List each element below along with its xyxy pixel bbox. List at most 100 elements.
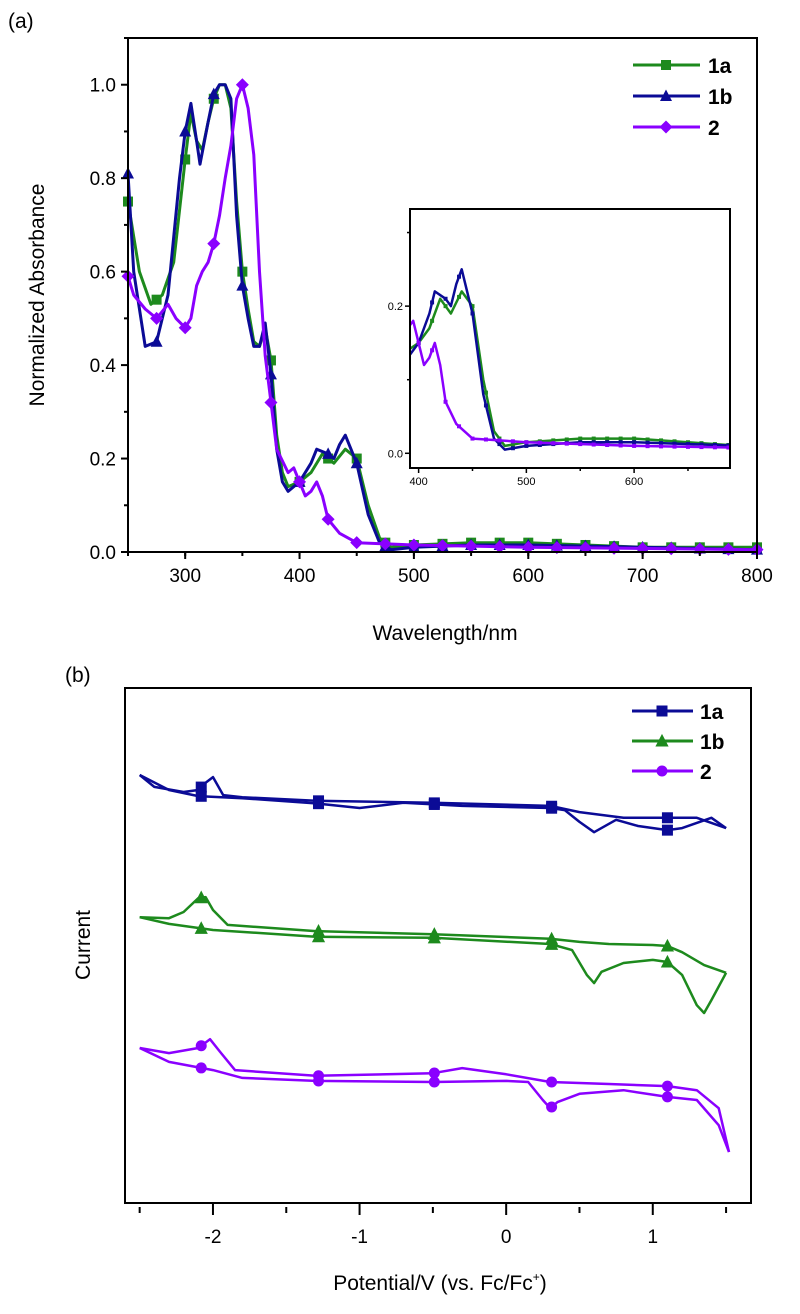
series-1a-forward-line xyxy=(138,774,727,830)
panel-a-legend: 1a 1b 2 xyxy=(633,55,733,140)
panel-b-plot: -2 -1 0 1 xyxy=(124,687,752,1248)
series-1b-marker xyxy=(660,938,675,952)
inset-series-1a-marker xyxy=(632,436,637,441)
inset-series-2-marker xyxy=(537,440,542,445)
inset-series-2-marker xyxy=(551,441,556,446)
inset-series-2-marker xyxy=(430,348,435,353)
y-tick-label: 0.6 xyxy=(90,263,116,284)
series-1a-marker xyxy=(265,355,276,366)
x-tick-label: 300 xyxy=(169,566,201,587)
series-1a-marker xyxy=(151,294,162,305)
inset-series-1a-marker xyxy=(457,294,462,299)
inset-series-1b-marker xyxy=(685,442,690,447)
series-2-marker xyxy=(178,321,192,335)
inset-series-2-marker xyxy=(618,443,623,448)
series-1a-marker xyxy=(313,798,325,810)
series-2-reverse-line xyxy=(139,1046,731,1153)
x-tick-label: 800 xyxy=(741,566,773,587)
inset-series-1b-marker xyxy=(726,443,731,448)
series-2-marker xyxy=(661,1080,673,1092)
series-2-marker xyxy=(464,539,478,553)
inset-y-tick-label: 0.2 xyxy=(388,301,403,313)
legend-marker-1b xyxy=(655,733,669,747)
panel-a-plot: 300 400 500 600 700 800 0.0 0.2 0.4 0.6 0.8 1.0 xyxy=(90,37,773,587)
inset-series-2-marker xyxy=(578,442,583,447)
inset-series-1b-marker xyxy=(537,443,542,448)
inset-series-2-marker xyxy=(659,444,664,449)
x-tick-label: 1 xyxy=(647,1227,658,1248)
series-2-marker xyxy=(493,540,507,554)
legend-label-1a: 1a xyxy=(700,701,724,724)
series-2-marker xyxy=(350,536,364,550)
inset-series-2-line xyxy=(410,319,730,449)
series-1b-marker xyxy=(236,279,249,291)
inset-series-2-marker xyxy=(591,442,596,447)
legend-label-1b: 1b xyxy=(700,731,725,754)
inset-series-1b-marker xyxy=(699,442,704,447)
inset-series-1b-marker xyxy=(659,441,664,446)
inset-frame xyxy=(409,208,731,469)
inset-series-1a-marker xyxy=(578,436,583,441)
series-1b-marker xyxy=(207,87,220,100)
inset-series-2-marker xyxy=(483,437,488,442)
y-tick-label: 1.0 xyxy=(90,76,116,97)
inset-series-1b-marker xyxy=(605,440,610,445)
series-2-marker xyxy=(293,475,307,489)
inset-x-tick-label: 400 xyxy=(409,476,427,488)
inset-series-1b-marker xyxy=(483,403,488,408)
y-tick-label: 0.2 xyxy=(90,450,116,471)
series-2-marker xyxy=(195,1040,207,1052)
panel-a-label: (a) xyxy=(8,10,34,33)
inset-bg xyxy=(410,209,730,468)
panel-b-ylabel: Current xyxy=(72,910,95,980)
inset-series-2-marker xyxy=(699,445,704,450)
inset-series-2-marker xyxy=(510,439,515,444)
inset-series-2-marker xyxy=(645,444,650,449)
series-1a-marker xyxy=(195,790,207,802)
inset-series-2-marker xyxy=(632,443,637,448)
y-tick-label: 0.4 xyxy=(90,356,117,377)
inset-series-2-marker xyxy=(672,444,677,449)
inset-series-2-marker xyxy=(416,340,421,345)
panel-b-label: (b) xyxy=(65,664,91,687)
inset-series-1b-marker xyxy=(497,442,502,447)
inset-series-1b-marker xyxy=(632,440,637,445)
series-2-forward-line xyxy=(139,1037,731,1153)
inset-series-1b-marker xyxy=(443,296,448,301)
inset-series-1b-marker xyxy=(470,311,475,316)
series-2-marker xyxy=(407,538,421,552)
inset-series-1a-marker xyxy=(605,436,610,441)
y-tick-label: 0.8 xyxy=(90,169,116,190)
series-2-marker xyxy=(150,311,164,325)
plot-frame xyxy=(127,37,758,553)
series-2-marker xyxy=(235,78,249,92)
legend-marker-2 xyxy=(656,765,668,777)
series-1b-marker xyxy=(427,930,441,944)
x-tick-label: 600 xyxy=(512,566,544,587)
series-1a-marker xyxy=(546,802,558,814)
inset-series-2-marker xyxy=(564,441,569,446)
x-tick-label: -1 xyxy=(351,1227,368,1248)
series-1b-marker xyxy=(179,124,192,137)
legend-label-1a: 1a xyxy=(708,55,732,78)
series-1b-reverse-line xyxy=(139,915,728,1015)
series-1b-marker xyxy=(150,335,163,347)
inset-series-2-marker xyxy=(457,424,462,429)
inset-series-2-marker xyxy=(685,444,690,449)
inset-y-tick-label: 0.0 xyxy=(388,448,403,460)
inset-series-1a-marker xyxy=(645,437,650,442)
series-1a-marker xyxy=(661,824,673,836)
panel-a-xlabel: Wavelength/nm xyxy=(372,622,517,645)
legend-label-2: 2 xyxy=(700,761,712,784)
inset-series-1a-marker xyxy=(591,436,596,441)
plot-frame xyxy=(124,687,752,1204)
inset-series-2-marker xyxy=(605,443,610,448)
series-1b-marker xyxy=(194,921,208,934)
panel-b-xlabel: Potential/V (vs. Fc/Fc+) xyxy=(333,1270,547,1295)
x-tick-label: -2 xyxy=(205,1227,222,1248)
inset-series-1b-marker xyxy=(591,440,596,445)
inset-series-1b-marker xyxy=(672,441,677,446)
inset-series-1a-marker xyxy=(443,304,448,309)
panel-a-ylabel: Normalized Absorbance xyxy=(26,184,49,407)
y-tick-label: 0.0 xyxy=(90,543,116,564)
